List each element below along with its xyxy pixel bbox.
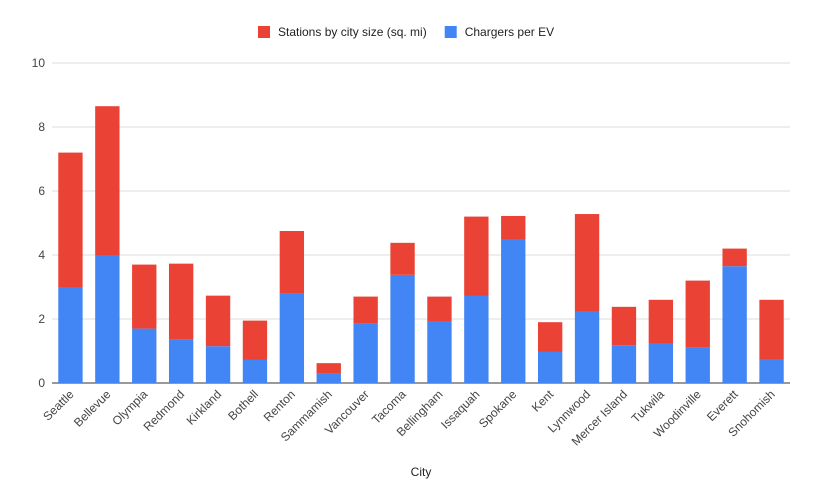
y-tick-label: 2	[38, 312, 45, 326]
x-tick-label: Issaquah	[438, 387, 482, 431]
bar-stations-by-city-size	[464, 216, 489, 296]
x-tick-label: Spokane	[476, 387, 520, 431]
bar-stations-by-city-size	[168, 263, 194, 340]
bar-chargers-per-ev	[648, 343, 674, 383]
bars	[58, 106, 784, 383]
x-tick-label: Bellevue	[71, 387, 114, 430]
bar-chargers-per-ev	[501, 239, 526, 383]
bar-stations-by-city-size	[759, 299, 784, 359]
bar-stations-by-city-size	[427, 296, 452, 322]
y-tick-label: 8	[38, 120, 45, 134]
bar-chargers-per-ev	[464, 295, 489, 383]
bar-chargers-per-ev	[427, 321, 452, 383]
bar-stations-by-city-size	[722, 248, 747, 267]
bar-stations-by-city-size	[316, 363, 341, 374]
bar-stations-by-city-size	[685, 280, 710, 348]
y-axis-ticks: 0 2 4 6 8 10	[32, 56, 46, 390]
x-tick-label: Seattle	[40, 387, 77, 424]
bar-chargers-per-ev	[685, 347, 710, 383]
x-tick-label: Bothell	[225, 387, 261, 423]
bar-chargers-per-ev	[132, 328, 157, 383]
bar-chargers-per-ev	[759, 359, 784, 383]
bar-stations-by-city-size	[537, 322, 563, 352]
bar-stations-by-city-size	[648, 299, 674, 343]
legend-swatch	[258, 26, 270, 38]
x-tick-label: Kent	[529, 387, 557, 415]
bar-stations-by-city-size	[353, 296, 378, 324]
bar-chargers-per-ev	[537, 351, 563, 383]
x-axis-title: City	[411, 465, 432, 479]
bar-stations-by-city-size	[242, 320, 268, 360]
bar-stations-by-city-size	[611, 306, 637, 346]
bar-chargers-per-ev	[58, 287, 83, 383]
bar-stations-by-city-size	[132, 264, 157, 329]
bar-chargers-per-ev	[353, 323, 378, 383]
bar-stations-by-city-size	[205, 295, 231, 347]
gridlines	[52, 62, 790, 384]
bar-chargers-per-ev	[95, 255, 120, 383]
legend-label: Chargers per EV	[465, 25, 554, 39]
y-tick-label: 0	[38, 376, 45, 390]
bar-chargers-per-ev	[242, 359, 268, 383]
bar-chargers-per-ev	[168, 339, 194, 383]
x-tick-label: Kirkland	[184, 387, 225, 428]
x-tick-label: Redmond	[141, 387, 188, 434]
bar-stations-by-city-size	[95, 106, 120, 255]
legend-label: Stations by city size (sq. mi)	[278, 25, 427, 39]
bar-stations-by-city-size	[501, 215, 526, 239]
y-tick-label: 6	[38, 184, 45, 198]
legend-swatch	[444, 26, 457, 38]
legend: Stations by city size (sq. mi) Chargers p…	[258, 25, 554, 39]
bar-chargers-per-ev	[390, 274, 415, 383]
bar-chargers-per-ev	[316, 373, 341, 383]
y-tick-label: 10	[32, 56, 46, 70]
bar-chargers-per-ev	[279, 293, 305, 383]
bar-chargers-per-ev	[722, 266, 747, 383]
bar-chargers-per-ev	[611, 345, 637, 383]
bar-stations-by-city-size	[390, 242, 415, 275]
bar-chargers-per-ev	[574, 311, 600, 383]
bar-stations-by-city-size	[279, 231, 305, 294]
bar-chargers-per-ev	[205, 346, 231, 383]
bar-stations-by-city-size	[574, 214, 600, 311]
bar-stations-by-city-size	[58, 152, 83, 287]
y-tick-label: 4	[38, 248, 45, 262]
